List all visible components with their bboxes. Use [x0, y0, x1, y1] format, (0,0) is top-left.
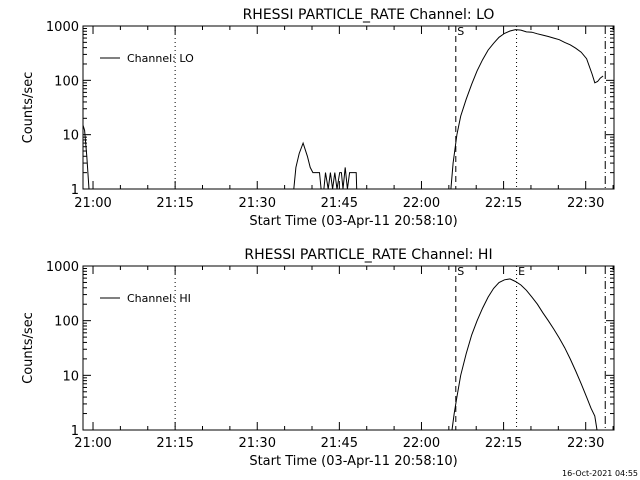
series-line — [82, 29, 604, 190]
y-tick-label: 10 — [62, 369, 79, 384]
x-tick-label: 22:15 — [485, 196, 522, 211]
x-tick-label: 22:00 — [403, 436, 440, 451]
x-axis-label: Start Time (03-Apr-11 20:58:10) — [249, 454, 457, 469]
panel-hi-channel: RHESSI PARTICLE_RATE Channel: HI 1 10 100 10… — [21, 247, 615, 469]
x-tick-label: 22:30 — [567, 196, 604, 211]
panel-lo-channel: RHESSI PARTICLE_RATE Channel: LO 1 10 100 10… — [21, 7, 615, 229]
plot-frame — [82, 265, 615, 431]
marker-label: S — [457, 265, 464, 278]
y-tick-label: 1000 — [46, 20, 79, 35]
x-tick-label: 21:30 — [239, 436, 276, 451]
y-tick-label: 1000 — [46, 260, 79, 275]
x-tick-label: 21:00 — [74, 436, 111, 451]
y-axis-label: Counts/sec — [21, 72, 36, 144]
chart-title: RHESSI PARTICLE_RATE Channel: HI — [244, 247, 492, 263]
plot-frame — [82, 25, 615, 190]
footer-timestamp: 16-Oct-2021 04:55 — [562, 469, 638, 478]
series-line — [451, 278, 598, 431]
x-tick-label: 22:15 — [485, 436, 522, 451]
legend-label: Channel: HI — [127, 292, 191, 305]
x-tick-label: 22:00 — [403, 196, 440, 211]
chart-title: RHESSI PARTICLE_RATE Channel: LO — [243, 7, 495, 23]
marker-label: S — [457, 25, 464, 38]
y-tick-label: 100 — [54, 74, 79, 89]
marker-label: E — [518, 265, 525, 278]
y-axis-label: Counts/sec — [21, 312, 36, 384]
y-tick-label: 1 — [71, 183, 79, 198]
y-tick-label: 1 — [71, 424, 79, 439]
x-tick-label: 22:30 — [567, 436, 604, 451]
legend-label: Channel: LO — [127, 52, 194, 65]
x-tick-label: 21:45 — [321, 196, 358, 211]
x-tick-label: 21:15 — [156, 196, 193, 211]
x-tick-label: 21:00 — [74, 196, 111, 211]
x-axis-label: Start Time (03-Apr-11 20:58:10) — [249, 214, 457, 229]
x-tick-label: 21:30 — [239, 196, 276, 211]
y-tick-label: 10 — [62, 129, 79, 144]
y-tick-label: 100 — [54, 315, 79, 330]
x-tick-label: 21:15 — [156, 436, 193, 451]
x-tick-label: 21:45 — [321, 436, 358, 451]
